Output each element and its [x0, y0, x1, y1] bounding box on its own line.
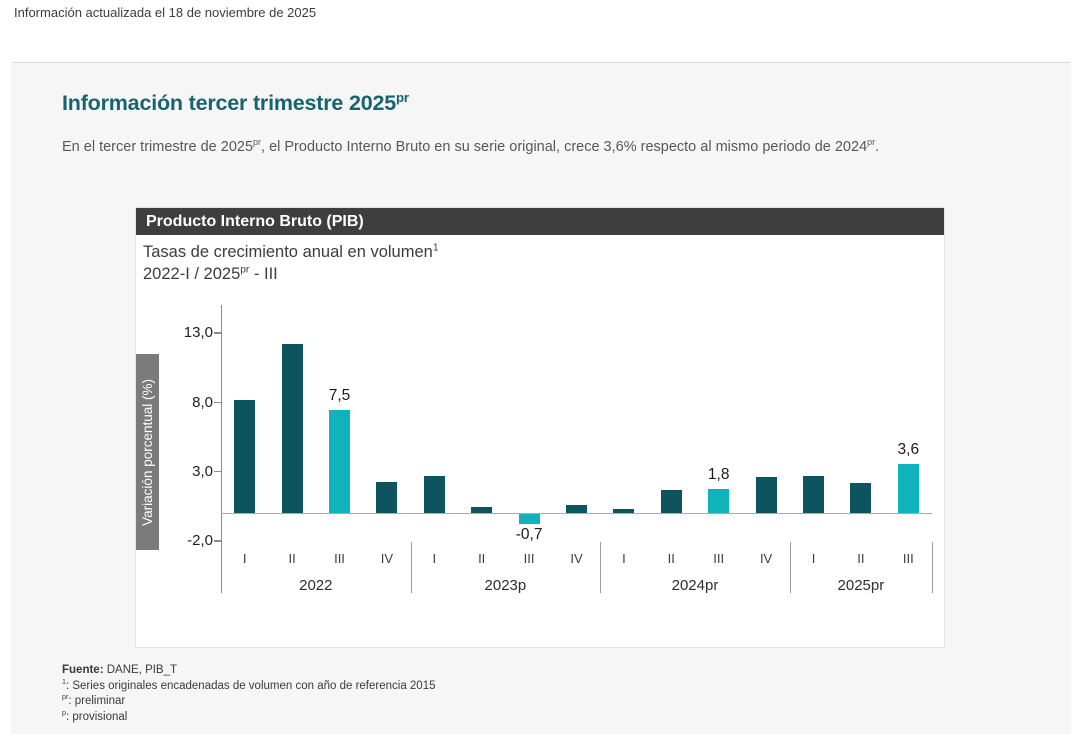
x-tick-label: IV [570, 551, 583, 566]
y-tick-mark [214, 540, 221, 542]
bar-highlight [518, 514, 540, 524]
chart-card: Producto Interno Bruto (PIB) Tasas de cr… [135, 207, 945, 648]
source-notes: Fuente: DANE, PIB_T 1: Series originales… [62, 663, 436, 725]
bar-value-label: 1,8 [707, 465, 730, 483]
y-tick-mark [214, 470, 221, 473]
y-axis-title: Variación porcentual (%) [136, 354, 159, 550]
x-tick-label: I [242, 551, 247, 566]
bar-highlight [708, 488, 730, 514]
group-separator [600, 542, 602, 593]
x-tick-label: I [432, 551, 437, 566]
bar-highlight [329, 409, 350, 514]
footnote-1: 1: Series originales encadenadas de volu… [62, 677, 436, 692]
bar-value-label: -0,7 [515, 526, 543, 544]
x-tick-label: III [713, 551, 725, 566]
group-separator [410, 542, 412, 593]
group-separator [932, 542, 933, 593]
bar [566, 505, 587, 514]
x-tick-label: II [857, 551, 865, 566]
bar [471, 506, 493, 514]
x-tick-label: I [811, 551, 816, 566]
chart-title-bar: Producto Interno Bruto (PIB) [136, 208, 944, 235]
x-tick-label: III [902, 551, 914, 566]
footnote-pr: pr: preliminar [62, 693, 126, 707]
content-card: Información tercer trimestre 2025pr En e… [12, 62, 1070, 734]
group-separator [789, 542, 791, 593]
x-tick-label: III [334, 551, 345, 566]
bar [660, 489, 682, 514]
bar [423, 476, 445, 514]
x-tick-label: II [288, 551, 296, 566]
y-tick-label: -2,0 [187, 532, 213, 550]
x-tick-label: I [622, 551, 626, 566]
year-label: 2024pr [671, 577, 719, 594]
x-tick-label: II [478, 551, 486, 566]
section-title: Información tercer trimestre 2025pr [62, 89, 409, 115]
year-label: 2022 [299, 577, 333, 594]
x-tick-label: III [523, 551, 535, 566]
plot-area: 13,0 8,0 3,0 -2,0 I II III 7,5 IV 2022 I II III -0,7 I… [136, 208, 946, 649]
bar [281, 344, 303, 514]
bar [234, 399, 256, 514]
y-tick-mark [214, 332, 221, 334]
y-tick-label: 8,0 [192, 393, 213, 411]
x-tick-label: II [667, 551, 675, 566]
y-axis-line [221, 305, 222, 593]
bar-value-label: 7,5 [328, 386, 351, 404]
year-label: 2025pr [837, 577, 885, 594]
chart-title: Producto Interno Bruto (PIB) [146, 213, 364, 230]
update-note: Información actualizada el 18 de noviemb… [14, 5, 317, 20]
year-label: 2023p [484, 577, 527, 594]
bar [850, 483, 872, 514]
bar [803, 476, 824, 514]
footnote-p: p: provisional [62, 708, 128, 723]
x-tick-label: IV [380, 551, 394, 566]
bar [613, 509, 635, 514]
bar-value-label: 3,6 [897, 440, 920, 458]
chart-subtitle-line1: Tasas de crecimiento anual en volumen1 [143, 242, 439, 261]
x-axis-line [221, 512, 932, 515]
chart-subtitle-line2: 2022-I / 2025pr - III [143, 264, 278, 283]
x-tick-label: IV [759, 551, 773, 566]
y-tick-label: 3,0 [192, 462, 213, 480]
chart-subtitle: Tasas de crecimiento anual en volumen1 2… [136, 235, 944, 285]
bar [376, 481, 398, 514]
y-tick-label: 13,0 [183, 324, 213, 342]
bar [755, 477, 777, 514]
bar-highlight [897, 463, 919, 514]
y-tick-mark [214, 401, 221, 404]
source-line: Fuente: DANE, PIB_T [62, 664, 178, 676]
intro-text: En el tercer trimestre de 2025pr, el Pro… [62, 137, 880, 155]
